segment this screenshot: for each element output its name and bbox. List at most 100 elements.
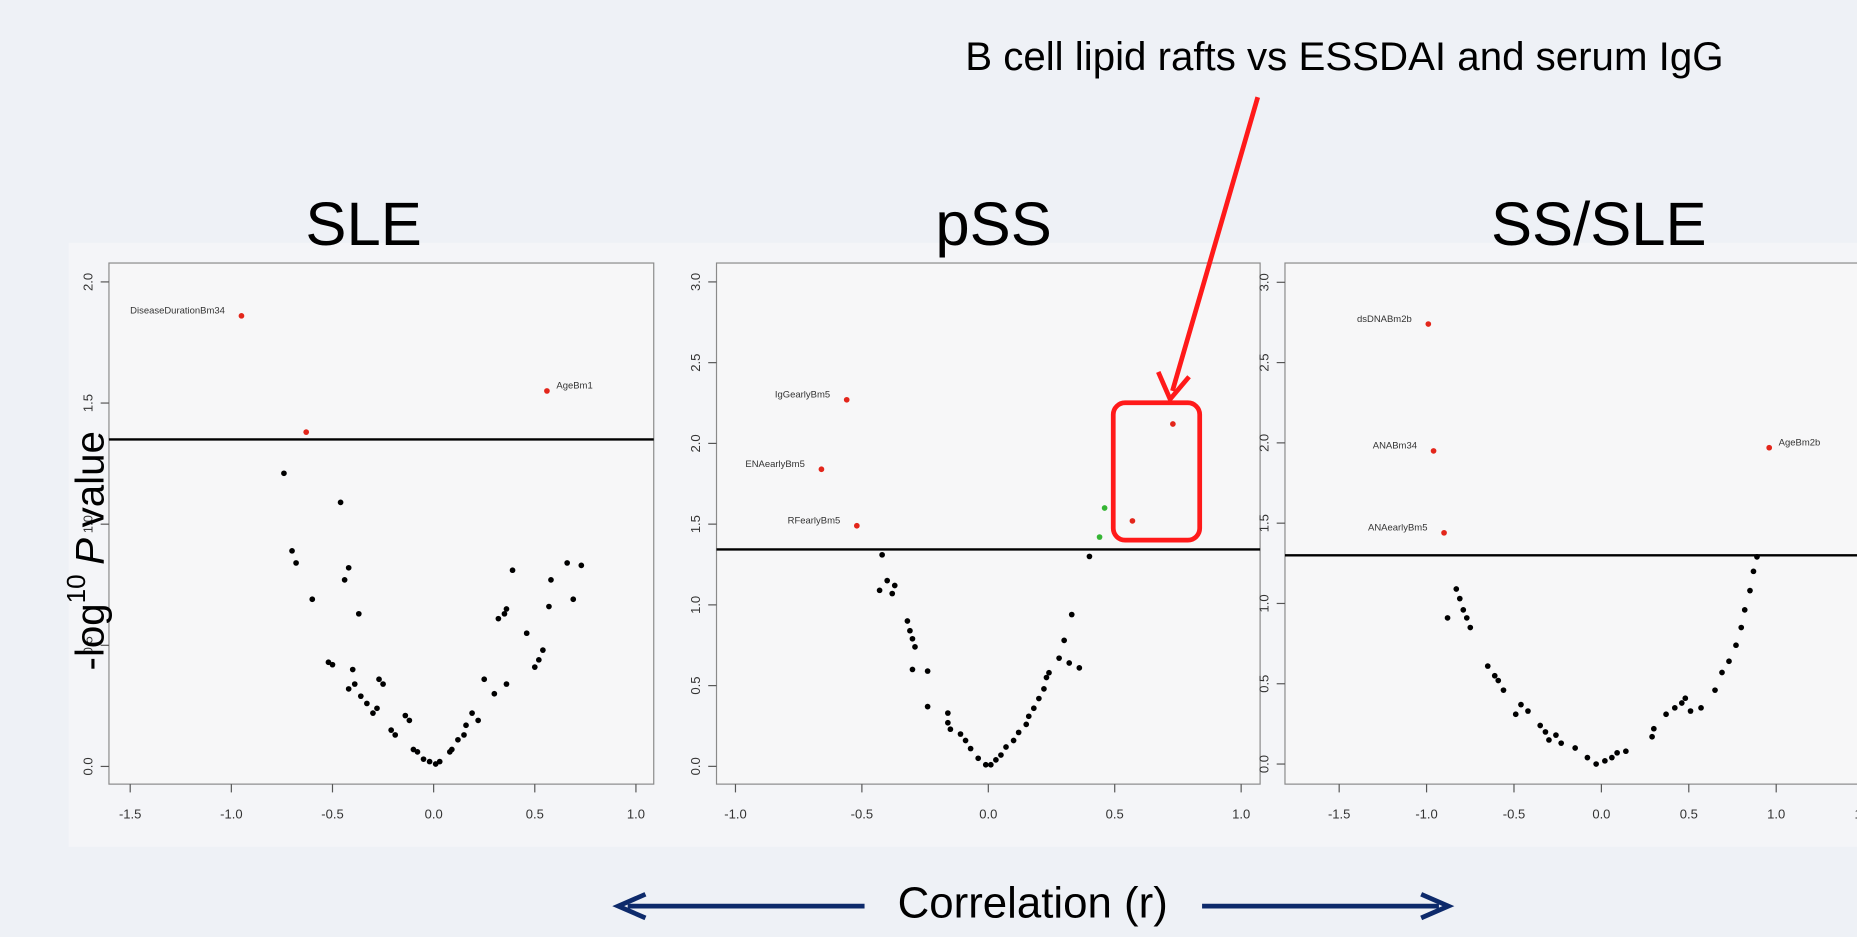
x-tick-label: -0.5 — [321, 806, 343, 821]
x-tick-label: 1.5 — [1855, 806, 1857, 821]
x-tick-label: 0.0 — [979, 806, 997, 821]
data-point — [1101, 505, 1108, 511]
data-point — [1003, 744, 1009, 750]
y-tick-label: 0.5 — [1256, 675, 1271, 693]
data-point — [564, 560, 570, 566]
data-point — [1747, 587, 1753, 594]
data-point — [1096, 534, 1103, 540]
data-point — [491, 690, 498, 697]
x-arrowhead-right — [1420, 892, 1455, 921]
data-point — [907, 627, 913, 634]
data-point — [289, 547, 295, 554]
annotation: B cell lipid rafts vs ESSDAI and serum I… — [965, 34, 1723, 79]
data-point — [1456, 595, 1463, 602]
x-tick-label: 0.5 — [1106, 806, 1124, 821]
x-tick-label: -0.5 — [851, 806, 873, 821]
data-point — [345, 564, 352, 571]
data-point — [1537, 722, 1544, 729]
data-point — [426, 758, 433, 765]
x-tick-label: 1.0 — [1767, 806, 1785, 821]
x-arrowhead-left — [612, 892, 647, 921]
highlight-box — [1110, 400, 1203, 543]
data-point — [904, 618, 911, 624]
data-point — [1663, 711, 1669, 718]
data-point — [1444, 615, 1451, 621]
x-tick-label: 1.0 — [1232, 806, 1250, 821]
panel: SS/SLE -1.5 -1.0 -0.5 0.0 0.5 1.0 1.5 0.0 0.5 1.0 1… — [1256, 190, 1857, 821]
data-point — [1030, 705, 1037, 712]
data-point — [945, 710, 951, 716]
data-point — [945, 719, 951, 726]
data-point — [1614, 749, 1620, 756]
panel-title: SS/SLE — [1491, 190, 1707, 259]
data-point — [1056, 655, 1062, 662]
data-point — [876, 587, 883, 594]
data-point — [891, 582, 898, 589]
data-point — [1076, 665, 1083, 671]
data-point — [1754, 554, 1760, 560]
data-point — [495, 615, 502, 622]
y-label-suffix: value — [67, 431, 112, 527]
data-point — [1495, 677, 1502, 684]
data-point — [1463, 615, 1470, 621]
y-tick-label: 2.0 — [688, 434, 703, 452]
data-point — [357, 693, 364, 700]
data-point — [544, 388, 550, 394]
x-tick-label: -1.0 — [724, 806, 746, 821]
y-label-italic: P — [67, 538, 112, 565]
y-tick-label: 0.5 — [688, 677, 703, 695]
y-tick-label: 0.5 — [80, 636, 95, 654]
x-axis-label: Correlation (r) — [898, 879, 1168, 928]
data-point — [1558, 740, 1565, 747]
y-tick-label: 1.5 — [1256, 514, 1271, 532]
data-point — [909, 635, 916, 642]
data-point — [879, 551, 885, 558]
y-tick-label: 0.0 — [1256, 755, 1271, 773]
data-point — [1602, 757, 1608, 764]
data-point — [1023, 721, 1030, 728]
data-point — [884, 577, 891, 584]
data-point — [924, 668, 931, 674]
data-point — [406, 717, 413, 724]
data-point — [461, 732, 467, 738]
x-tick-label: 0.0 — [1592, 806, 1610, 821]
x-tick-label: 0.0 — [425, 806, 443, 821]
data-point — [1623, 748, 1629, 755]
data-point — [329, 661, 336, 668]
data-point — [503, 606, 510, 612]
data-point — [1687, 708, 1694, 714]
data-point — [481, 676, 488, 683]
data-point — [993, 757, 999, 763]
y-tick-label: 0.0 — [688, 757, 703, 775]
y-tick-label: 3.0 — [1256, 273, 1271, 291]
data-point — [1546, 737, 1552, 743]
y-tick-label: 1.0 — [80, 515, 95, 533]
panel: pSS -1.0 -0.5 0.0 0.5 1.0 0.0 0.5 1.0 1.5 2.0 2.5 3.… — [688, 190, 1261, 821]
x-tick-label: -1.5 — [119, 806, 141, 821]
data-point — [957, 731, 964, 737]
data-point — [578, 562, 585, 569]
data-point — [388, 727, 395, 733]
panel-title: SLE — [305, 190, 421, 259]
data-point — [1512, 711, 1519, 718]
panel-box — [715, 262, 1261, 785]
y-axis-label: -log10 Pvalue — [61, 431, 112, 670]
data-point — [975, 755, 982, 762]
data-point — [355, 610, 362, 617]
data-point — [1129, 518, 1136, 524]
data-point — [1525, 708, 1531, 714]
data-point — [1036, 695, 1042, 702]
data-point — [1726, 658, 1732, 665]
y-tick-label: 1.0 — [1256, 594, 1271, 612]
data-point — [1061, 637, 1068, 644]
data-point — [1066, 660, 1073, 666]
data-point — [1584, 754, 1591, 761]
point-label: ANAearlyBm5 — [1368, 523, 1427, 534]
data-point — [548, 577, 554, 583]
y-tick-label: 0.0 — [80, 757, 95, 775]
data-point — [1043, 674, 1050, 681]
data-point — [967, 745, 974, 752]
data-point — [1572, 745, 1579, 751]
